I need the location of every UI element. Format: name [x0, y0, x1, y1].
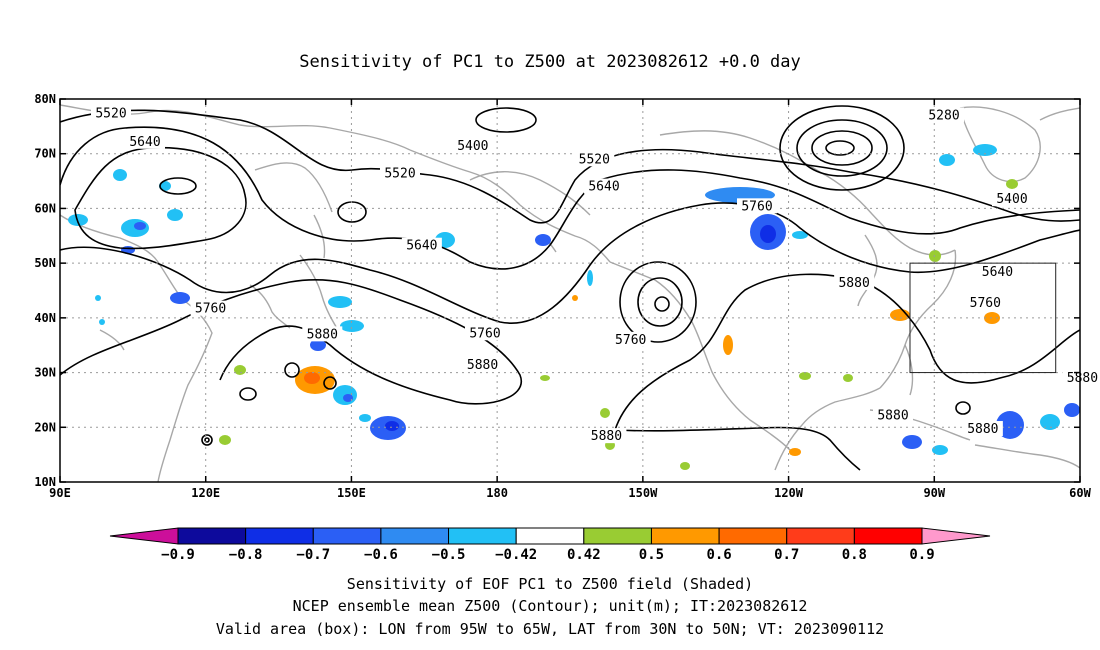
- contour-label-18: 5880: [1067, 371, 1098, 386]
- contour-label-bg-14: [302, 326, 343, 342]
- contour-label-bg-16: [610, 331, 651, 347]
- contour-label-3: 5280: [928, 109, 959, 124]
- contour-label-bg-15: [465, 325, 505, 341]
- contour-label-21: 5880: [591, 429, 622, 444]
- contour-label-bg-12: [965, 295, 1006, 311]
- lon-tick-label-4: 150W: [628, 486, 658, 500]
- contour-label-bg-1: [125, 133, 165, 149]
- colorbar-label-6: 0.42: [567, 547, 601, 563]
- colorbar-swatch-1: [177, 527, 247, 545]
- lat-tick-label-1: 70N: [34, 147, 56, 161]
- contour-label-1: 5640: [129, 135, 160, 150]
- colorbar-label-4: −0.5: [432, 547, 466, 563]
- colorbar-swatch-9: [718, 527, 788, 545]
- colorbar-label-9: 0.7: [774, 547, 799, 563]
- contour-label-10: 5640: [982, 265, 1013, 280]
- contour-label-20: 5880: [967, 422, 998, 437]
- colorbar-label-0: −0.9: [161, 547, 195, 563]
- caption-line-3: Valid area (box): LON from 95W to 65W, L…: [216, 620, 884, 638]
- colorbar-swatch-3: [312, 527, 382, 545]
- colorbar-label-11: 0.9: [909, 547, 934, 563]
- valid-area-box-layer: [909, 262, 1057, 374]
- contour-label-15: 5760: [469, 326, 500, 341]
- contour-label-bg-7: [992, 191, 1032, 207]
- contour-label-bg-5: [380, 165, 420, 181]
- colorbar-end-high: [921, 527, 991, 545]
- lat-tick-label-3: 50N: [34, 256, 56, 270]
- contour-label-9: 5640: [406, 239, 437, 254]
- contour-label-bg-0: [91, 105, 131, 121]
- lon-tick-label-0: 90E: [49, 486, 71, 500]
- contour-label-8: 5760: [741, 199, 772, 214]
- contour-label-bg-13: [190, 300, 231, 316]
- lon-tick-label-7: 60W: [1069, 486, 1091, 500]
- lon-tick-label-5: 120W: [774, 486, 804, 500]
- contour-label-19: 5880: [877, 408, 908, 423]
- lat-tick-label-4: 40N: [34, 311, 56, 325]
- contour-label-0: 5520: [95, 106, 126, 121]
- colorbar-swatch-6: [515, 527, 585, 545]
- contour-label-bg-11: [834, 274, 875, 290]
- colorbar-label-2: −0.7: [296, 547, 330, 563]
- contour-label-14: 5880: [307, 327, 338, 342]
- caption-line-2: NCEP ensemble mean Z500 (Contour); unit(…: [293, 597, 808, 615]
- lat-tick-label-2: 60N: [34, 201, 56, 215]
- lon-tick-label-3: 180: [486, 486, 508, 500]
- contour-label-2: 5400: [457, 139, 488, 154]
- contour-label-12: 5760: [970, 296, 1001, 311]
- contour-label-11: 5880: [838, 276, 869, 291]
- map-frame: [59, 98, 1081, 483]
- contour-label-5: 5520: [384, 167, 415, 182]
- lat-tick-label-6: 20N: [34, 420, 56, 434]
- lon-tick-label-6: 90W: [923, 486, 945, 500]
- contour-label-bg-9: [401, 237, 442, 253]
- colorbar-label-5: −0.42: [495, 547, 537, 563]
- contour-label-bg-3: [924, 107, 964, 123]
- contour-label-bg-20: [962, 421, 1003, 437]
- colorbar-label-10: 0.8: [842, 547, 867, 563]
- colorbar: −0.9 −0.8 −0.7 −0.6 −0.5 −0.42 0.42 0.5 0.6 0.7 0.…: [109, 527, 991, 563]
- colorbar-label-1: −0.8: [229, 547, 263, 563]
- contour-label-16: 5760: [615, 333, 646, 348]
- colorbar-swatch-11: [853, 527, 923, 545]
- contour-label-bg-10: [977, 263, 1018, 279]
- contour-label-bg-6: [584, 178, 624, 194]
- lat-tick-label-5: 30N: [34, 366, 56, 380]
- contour-label-bg-19: [873, 407, 913, 423]
- contour-label-bg-17: [462, 357, 503, 373]
- contour-label-bg-4: [574, 151, 615, 167]
- lon-tick-label-2: 150E: [337, 486, 366, 500]
- colorbar-swatch-2: [245, 527, 314, 545]
- contour-label-4: 5520: [579, 152, 610, 167]
- figure-title: Sensitivity of PC1 to Z500 at 2023082612…: [299, 52, 801, 72]
- lat-tick-label-0: 80N: [34, 92, 56, 106]
- contour-label-bg-18: [1062, 370, 1100, 386]
- colorbar-end-low: [109, 527, 179, 545]
- contour-label-7: 5400: [996, 192, 1027, 207]
- contour-label-bg-8: [737, 198, 777, 214]
- contour-label-bg-21: [586, 428, 627, 444]
- colorbar-label-3: −0.6: [364, 547, 398, 563]
- colorbar-label-8: 0.6: [706, 547, 731, 563]
- colorbar-swatch-4: [380, 527, 450, 545]
- contour-label-17: 5880: [467, 358, 498, 373]
- lon-tick-label-1: 120E: [191, 486, 220, 500]
- valid-area-box: [909, 262, 1057, 374]
- lat-tick-label-7: 10N: [34, 475, 56, 489]
- contour-label-13: 5760: [195, 302, 226, 317]
- contour-label-6: 5640: [588, 180, 619, 195]
- caption-line-1: Sensitivity of EOF PC1 to Z500 field (Sh…: [347, 575, 753, 593]
- contour-label-bg-2: [452, 138, 493, 154]
- colorbar-swatch-8: [650, 527, 720, 545]
- colorbar-label-7: 0.5: [639, 547, 664, 563]
- colorbar-swatch-5: [448, 527, 517, 545]
- colorbar-swatch-7: [583, 527, 652, 545]
- colorbar-swatch-10: [786, 527, 855, 545]
